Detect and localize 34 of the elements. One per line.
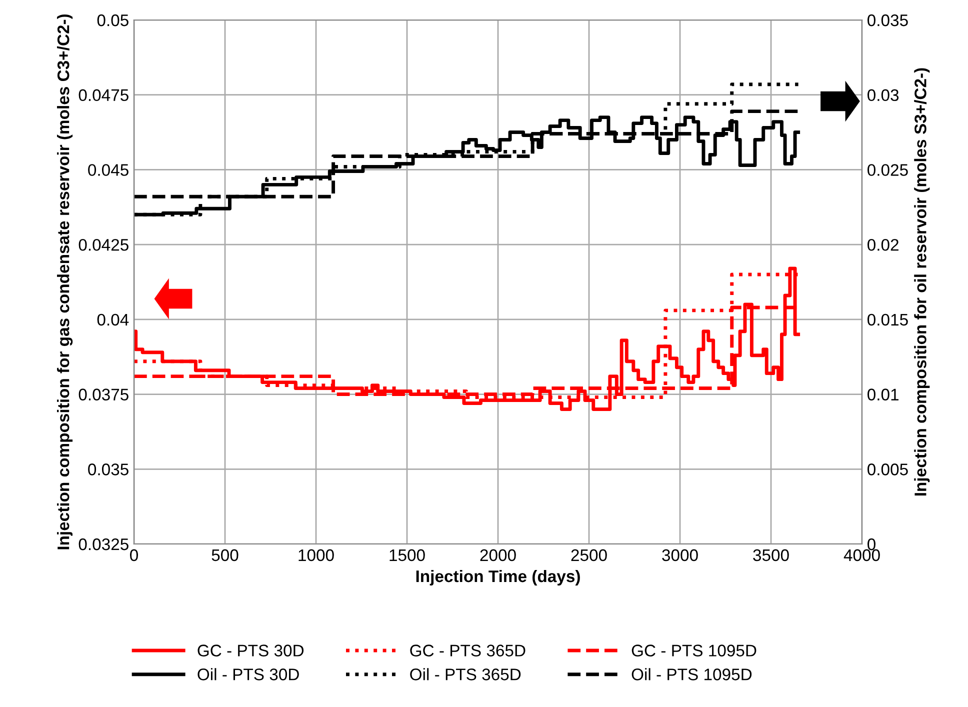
legend-label: Oil - PTS 365D [410,668,521,680]
y-tick-label: 0.05 [97,14,128,26]
legend-label: Oil - PTS 1095D [632,668,752,680]
y-tick-label: 0.0475 [78,89,128,102]
y-tick-label: 0.0375 [78,388,128,400]
legend-label: GC - PTS 1095D [632,644,756,656]
legend-label: Oil - PTS 30D [198,668,299,680]
y-tick-label: 0.045 [88,164,128,176]
y2-tick-label: 0 [868,538,876,550]
x-tick-label: 3000 [662,549,698,562]
y2-tick-label: 0.02 [868,238,898,251]
x-tick-label: 1500 [390,549,425,562]
x-tick-label: 4000 [844,549,880,562]
y2-tick-label: 0.03 [868,89,899,102]
x-tick-label: 2000 [480,549,516,562]
y2-axis-title: Injection composition for oil reservoir (moles S3+/C2-) [914,68,930,496]
y-tick-label: 0.04 [97,314,129,326]
y2-tick-label: 0.035 [868,14,908,26]
legend-label: GC - PTS 365D [410,644,526,656]
x-tick-label: 3500 [753,549,789,562]
x-tick-label: 500 [212,549,238,562]
y-tick-label: 0.035 [88,464,128,476]
x-axis-title: Injection Time (days) [416,570,580,586]
x-tick-label: 2500 [571,549,607,562]
y-axis-title: Injection composition for gas condensate reservoir (moles C3+/C2-) [57,14,73,550]
y-tick-label: 0.0325 [78,538,128,550]
y2-tick-label: 0.025 [868,164,908,176]
legend-label: GC - PTS 30D [198,644,304,656]
x-tick-label: 0 [130,549,138,562]
y-tick-label: 0.0425 [78,238,128,251]
x-tick-label: 1000 [298,549,334,562]
y2-tick-label: 0.01 [868,388,898,400]
y2-tick-label: 0.005 [868,464,908,476]
y2-tick-label: 0.015 [868,314,908,326]
